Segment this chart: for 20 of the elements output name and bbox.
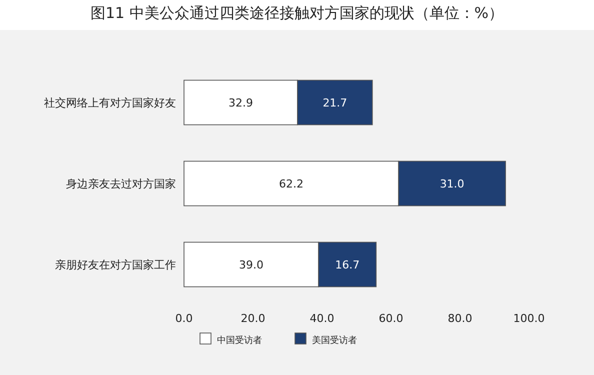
legend-item: 中国受访者 xyxy=(200,332,262,346)
y-tick-label: 社交网络上有对方国家好友 xyxy=(44,96,176,110)
x-tick-label: 60.0 xyxy=(378,312,404,325)
y-tick-label: 亲朋好友在对方国家工作 xyxy=(55,258,176,272)
legend-label: 美国受访者 xyxy=(312,335,357,346)
data-label: 32.9 xyxy=(228,96,254,110)
x-tick-label: 40.0 xyxy=(310,312,334,325)
data-label: 21.7 xyxy=(322,96,348,110)
data-label: 31.0 xyxy=(440,178,464,190)
y-tick-label: 身边亲友去过对方国家 xyxy=(66,178,176,190)
legend-label: 中国受访者 xyxy=(217,335,262,346)
data-label: 39.0 xyxy=(239,258,264,272)
x-tick-label: 0.0 xyxy=(175,312,193,325)
x-tick-label: 20.0 xyxy=(240,312,266,325)
data-label: 16.7 xyxy=(335,258,360,272)
x-tick-label: 100.0 xyxy=(513,312,545,325)
data-label: 62.2 xyxy=(279,178,304,190)
chart-title: 图11 中美公众通过四类途径接触对方国家的现状（单位：%） xyxy=(90,4,504,22)
legend-item: 美国受访者 xyxy=(294,332,357,346)
x-tick-label: 80.0 xyxy=(448,312,472,325)
